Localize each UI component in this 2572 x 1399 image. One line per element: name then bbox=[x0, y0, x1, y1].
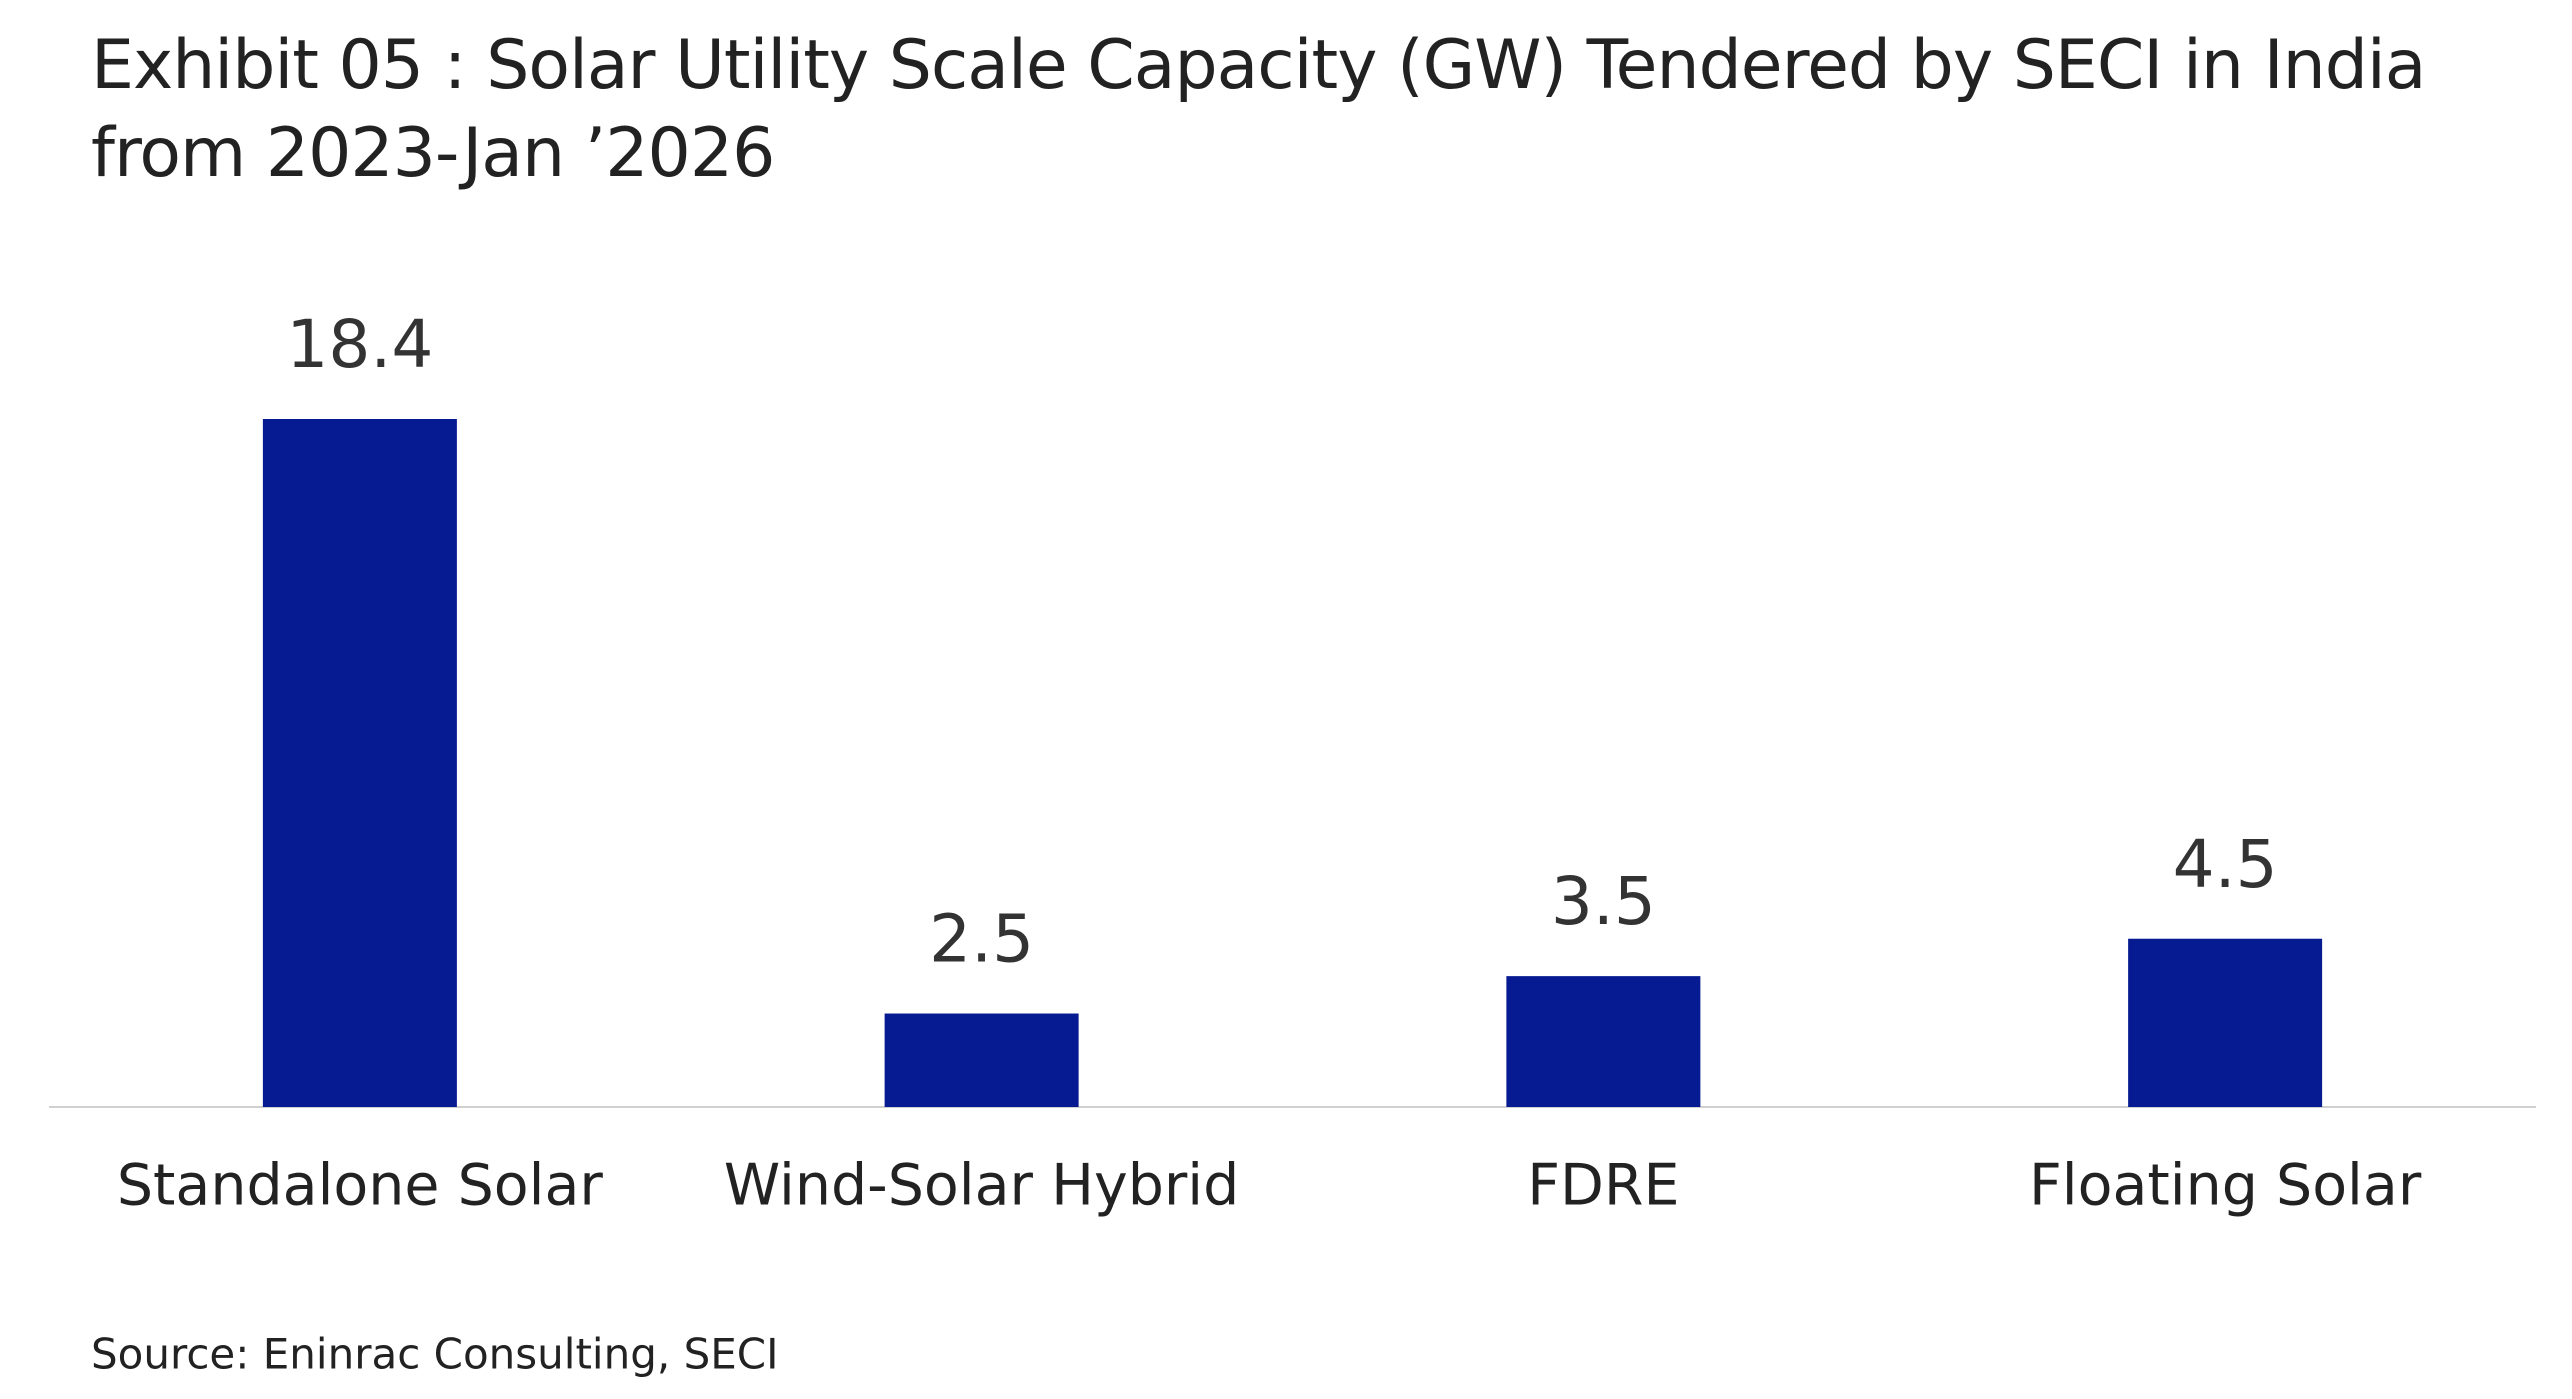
bar bbox=[1506, 976, 1701, 1107]
x-tick-label: Standalone Solar bbox=[117, 1153, 604, 1219]
value-label: 3.5 bbox=[1551, 863, 1656, 940]
bar bbox=[262, 419, 457, 1107]
chart-title: Exhibit 05 : Solar Utility Scale Capacit… bbox=[91, 26, 2426, 193]
x-tick-label: Floating Solar bbox=[2029, 1153, 2422, 1219]
value-label: 18.4 bbox=[286, 306, 433, 383]
source-note: Source: Eninrac Consulting, SECI bbox=[91, 1330, 778, 1379]
bar bbox=[884, 1013, 1079, 1107]
bar bbox=[2128, 938, 2323, 1107]
value-label: 4.5 bbox=[2173, 826, 2278, 903]
x-tick-label: Wind-Solar Hybrid bbox=[724, 1153, 1239, 1219]
x-tick-label: FDRE bbox=[1527, 1153, 1679, 1219]
value-label: 2.5 bbox=[929, 901, 1034, 978]
